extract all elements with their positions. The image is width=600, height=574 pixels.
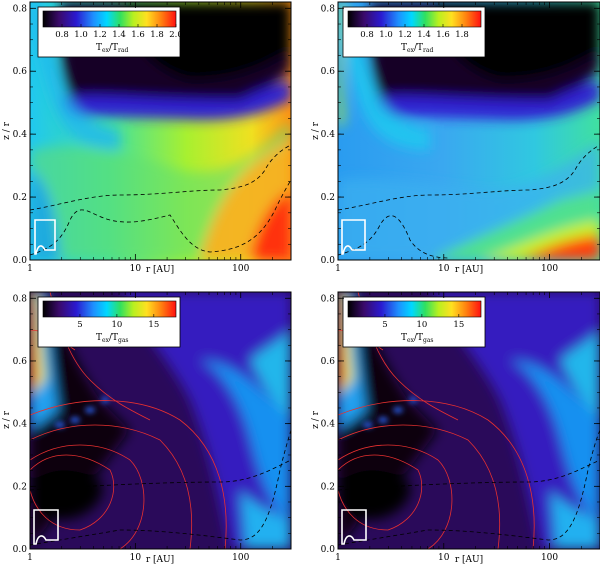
x-tick-label: 100 — [232, 264, 249, 274]
x-tick-label: 100 — [541, 553, 558, 563]
colorbar-title-bottom-right: Tex/Tgas — [401, 333, 434, 344]
y-tick-label: 0.4 — [13, 130, 28, 140]
y-tick-label: 0.8 — [321, 294, 336, 304]
colorbar-title-top-left: Tex/Trad — [96, 43, 128, 54]
colorbar-tick-label: 0.8 — [55, 30, 69, 40]
colorbar-title-bottom-left: Tex/Tgas — [96, 333, 129, 344]
y-tick-label: 0.8 — [321, 4, 336, 14]
colorbar-ticks-top-right: 0.8 1.0 1.2 1.4 1.6 1.8 — [360, 24, 469, 40]
y-tick-label: 0.0 — [321, 256, 336, 266]
axes-bottom-right: 1 10 100 0.0 0.2 0.4 0.6 0.8 — [321, 292, 600, 563]
x-tick-label: 1 — [335, 553, 341, 563]
axes-bottom-left: 1 10 100 0.0 0.2 0.4 0.6 0.8 — [13, 292, 292, 563]
x-tick-label: 1 — [27, 553, 33, 563]
y-tick-label: 0.6 — [13, 357, 28, 367]
colorbar-tick-label: 1.6 — [436, 30, 450, 40]
axes-top-left: 1 10 100 0.0 0.2 0.4 0.6 0.8 — [13, 2, 292, 274]
y-tick-label: 0.2 — [13, 482, 27, 492]
x-tick-label: 100 — [232, 553, 249, 563]
colorbar-tick-label: 1.4 — [112, 30, 126, 40]
colorbar-tick-label: 10 — [416, 320, 427, 330]
colorbar-top-right: 0.8 1.0 1.2 1.4 1.6 1.8 Tex/Trad — [342, 6, 486, 58]
colorbar-title-top-right: Tex/Trad — [401, 43, 433, 54]
y-axis-label-top-left: z / r — [2, 121, 12, 139]
colorbar-bottom-right: 5 10 15 Tex/Tgas — [342, 296, 486, 348]
x-tick-label: 100 — [541, 264, 558, 274]
y-tick-label: 0.0 — [13, 256, 28, 266]
y-axis-label-bottom-left: z / r — [2, 410, 12, 428]
y-tick-label: 0.8 — [13, 294, 28, 304]
colorbar-ticks-bottom-right: 5 10 15 — [382, 314, 464, 330]
x-axis-label-bottom-left: r [AU] — [146, 555, 174, 565]
x-axis-label-top-right: r [AU] — [455, 265, 483, 275]
y-tick-label: 0.6 — [321, 67, 336, 77]
y-tick-label: 0.2 — [321, 482, 335, 492]
colorbar-tick-label: 10 — [111, 320, 122, 330]
y-tick-label: 0.4 — [13, 420, 28, 430]
y-tick-label: 0.8 — [13, 4, 28, 14]
colorbar-tick-label: 1.8 — [150, 30, 164, 40]
x-tick-label: 10 — [438, 553, 450, 563]
x-tick-label: 10 — [130, 264, 142, 274]
colorbar-tick-label: 15 — [453, 320, 464, 330]
colorbar-tick-label: 0.8 — [360, 30, 374, 40]
axes-layer: 1 10 100 0.0 0.2 0.4 0.6 0.8 1 10 100 0.0 0.2 0.4 0.6 0… — [13, 2, 600, 563]
y-tick-label: 0.2 — [13, 193, 27, 203]
panel-bottom-right: 5 10 15 Tex/Tgas — [337, 291, 600, 550]
x-tick-label: 1 — [335, 264, 341, 274]
y-tick-label: 0.6 — [321, 357, 336, 367]
colorbar-tick-label: 2.0 — [169, 30, 183, 40]
x-tick-label: 10 — [438, 264, 450, 274]
panel-top-left: 0.8 1.0 1.2 1.4 1.6 1.8 2.0 Tex/Trad — [29, 1, 292, 261]
x-tick-label: 10 — [130, 553, 142, 563]
colorbar-tick-label: 1.4 — [417, 30, 431, 40]
y-axis-label-top-right: z / r — [311, 121, 321, 139]
colorbar-tick-label: 5 — [382, 320, 387, 330]
colorbar-tick-label: 1.2 — [93, 30, 107, 40]
colorbar-tick-label: 1.0 — [379, 30, 393, 40]
colorbar-top-left: 0.8 1.0 1.2 1.4 1.6 1.8 2.0 Tex/Trad — [37, 6, 183, 58]
colorbar-tick-label: 15 — [148, 320, 159, 330]
x-axis-label-bottom-right: r [AU] — [455, 555, 483, 565]
x-axis-label-top-left: r [AU] — [146, 265, 174, 275]
panel-top-right: 0.8 1.0 1.2 1.4 1.6 1.8 Tex/Trad — [337, 1, 600, 261]
colorbar-tick-label: 5 — [77, 320, 82, 330]
x-tick-label: 1 — [27, 264, 33, 274]
panel-bottom-left: 5 10 15 Tex/Tgas — [29, 291, 292, 550]
y-tick-label: 0.6 — [13, 67, 28, 77]
colorbar-tick-label: 1.0 — [74, 30, 88, 40]
colorbar-ticks-top-left: 0.8 1.0 1.2 1.4 1.6 1.8 2.0 — [55, 24, 183, 40]
y-tick-label: 0.0 — [321, 545, 336, 555]
axes-top-right: 1 10 100 0.0 0.2 0.4 0.6 0.8 — [321, 2, 600, 274]
y-axis-label-bottom-right: z / r — [311, 410, 321, 428]
colorbar-ticks-bottom-left: 5 10 15 — [77, 314, 159, 330]
y-tick-label: 0.4 — [321, 130, 336, 140]
colorbar-tick-label: 1.8 — [455, 30, 469, 40]
colorbar-bottom-left: 5 10 15 Tex/Tgas — [37, 296, 181, 348]
y-tick-label: 0.2 — [321, 193, 335, 203]
colorbar-tick-label: 1.6 — [131, 30, 145, 40]
y-tick-label: 0.4 — [321, 420, 336, 430]
colorbar-tick-label: 1.2 — [398, 30, 412, 40]
y-tick-label: 0.0 — [13, 545, 28, 555]
